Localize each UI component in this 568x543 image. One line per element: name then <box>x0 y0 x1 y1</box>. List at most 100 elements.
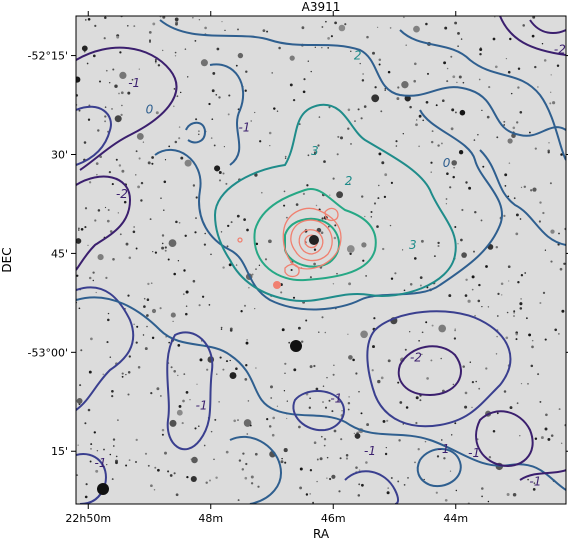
x-tick-label: 48m <box>198 512 223 525</box>
star <box>455 489 457 492</box>
star <box>460 238 463 242</box>
star <box>149 41 151 43</box>
contour-line <box>76 286 135 411</box>
star <box>169 474 173 477</box>
star <box>496 136 499 139</box>
star <box>545 413 548 417</box>
star <box>464 294 468 297</box>
star <box>348 282 352 286</box>
star <box>513 310 516 313</box>
star <box>532 16 536 19</box>
star <box>90 337 93 341</box>
star <box>298 425 301 429</box>
star <box>192 184 196 187</box>
star <box>323 160 326 163</box>
star <box>235 367 238 370</box>
star <box>254 111 256 114</box>
star <box>517 281 520 284</box>
star <box>221 21 223 23</box>
plot-area: -2 -1 0 -1 2 3 2 0 -2 3 -1 -2 -1 -1 -1 -1 -1 -1 <box>76 16 566 504</box>
star <box>397 86 400 89</box>
star <box>216 373 218 375</box>
star <box>445 203 448 205</box>
star <box>430 359 433 362</box>
star <box>413 79 416 83</box>
star <box>519 307 523 310</box>
star <box>250 482 254 485</box>
star <box>149 39 151 42</box>
star <box>336 191 344 199</box>
xray-contour <box>324 207 339 222</box>
star <box>147 282 150 286</box>
star <box>438 324 447 333</box>
star <box>169 419 177 427</box>
star <box>270 397 273 399</box>
star <box>245 364 248 367</box>
star <box>344 23 347 26</box>
star <box>457 243 459 245</box>
star <box>507 195 510 198</box>
star <box>377 197 380 200</box>
star <box>285 216 288 219</box>
star <box>421 353 423 356</box>
star <box>161 428 165 432</box>
star <box>226 245 229 248</box>
star <box>133 226 135 228</box>
star <box>328 106 331 109</box>
star <box>150 484 153 488</box>
star <box>238 459 242 462</box>
star <box>326 376 328 379</box>
contour-label: -1 <box>438 442 450 456</box>
star <box>461 252 467 258</box>
star <box>346 245 355 253</box>
star <box>213 458 215 461</box>
star <box>227 224 230 228</box>
star <box>161 234 165 237</box>
star <box>430 140 434 144</box>
contour-line <box>166 331 214 451</box>
star <box>151 308 157 314</box>
star <box>464 405 468 409</box>
star <box>125 242 129 246</box>
star <box>340 438 343 441</box>
star <box>452 383 454 385</box>
star <box>358 469 361 471</box>
contour-label: -2 <box>554 43 566 57</box>
star <box>548 142 550 144</box>
star <box>450 127 454 131</box>
star <box>354 433 361 439</box>
star <box>246 228 249 232</box>
star <box>92 271 95 274</box>
contour-line <box>185 121 207 144</box>
star <box>173 105 175 108</box>
star <box>162 16 166 19</box>
star <box>333 429 337 433</box>
star <box>370 216 373 218</box>
contour-label: 2 <box>354 49 362 63</box>
star <box>135 174 137 176</box>
star <box>322 385 325 387</box>
star <box>520 298 522 300</box>
star <box>313 151 317 154</box>
star-field <box>76 16 566 504</box>
star <box>215 476 218 479</box>
star <box>135 150 138 153</box>
density-contours <box>76 16 566 504</box>
star <box>284 155 287 158</box>
star <box>307 60 310 62</box>
star <box>94 219 97 222</box>
star <box>561 442 563 444</box>
star <box>366 423 370 427</box>
star <box>404 348 407 351</box>
star <box>377 379 381 384</box>
star <box>520 186 523 189</box>
star <box>519 435 521 437</box>
star <box>133 323 135 325</box>
star <box>284 157 287 159</box>
star <box>245 70 248 73</box>
star <box>137 366 141 369</box>
star <box>83 141 87 144</box>
contour-label: -1 <box>529 475 541 489</box>
star <box>292 98 296 102</box>
star <box>313 441 317 444</box>
